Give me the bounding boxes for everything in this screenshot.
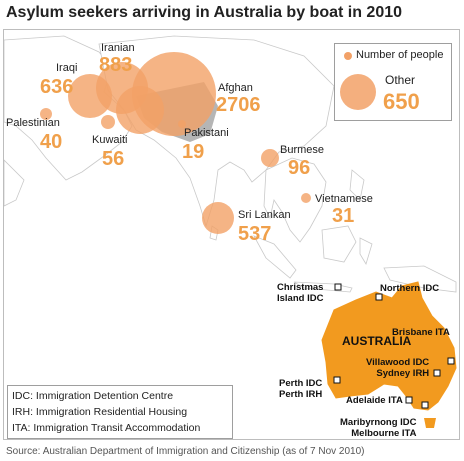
label-burmese: Burmese bbox=[280, 144, 325, 156]
bubble-kuwaiti bbox=[101, 115, 115, 129]
australia-landmass bbox=[321, 281, 457, 411]
legend-label: Number of people bbox=[356, 49, 444, 61]
adelaide-marker bbox=[405, 396, 413, 404]
key-idc: IDC: Immigration Detention Centre bbox=[12, 390, 174, 402]
facility-villawood-line1: Villawood IDC bbox=[366, 357, 430, 368]
christmas-island-marker bbox=[334, 283, 342, 291]
bubble-pakistani bbox=[178, 120, 186, 128]
facility-villawood-line2: Sydney IRH bbox=[376, 368, 430, 379]
label-sri-lankan: Sri Lankan bbox=[238, 209, 291, 221]
count-kuwaiti: 56 bbox=[102, 148, 125, 170]
facility-maribyrnong-line2: Melbourne ITA bbox=[351, 428, 417, 439]
landmass-philippines bbox=[349, 169, 365, 201]
facility-maribyrnong-melbourne: Maribyrnong IDC Melbourne ITA bbox=[340, 417, 417, 439]
map-frame: Iranian 883 Iraqi 636 Afghan 2706 Palest… bbox=[3, 29, 460, 440]
label-afghan: Afghan bbox=[218, 82, 253, 94]
legend-dot-icon bbox=[344, 52, 352, 60]
count-palestinian: 40 bbox=[40, 131, 63, 153]
facility-villawood-sydney: Villawood IDC Sydney IRH bbox=[366, 357, 429, 379]
source-note: Source: Australian Department of Immigra… bbox=[6, 446, 365, 457]
abbreviation-key: IDC: Immigration Detention Centre IRH: I… bbox=[7, 385, 233, 439]
map-legend: Number of people Other 650 bbox=[334, 43, 452, 121]
perth-marker bbox=[333, 376, 341, 384]
count-sri-lankan: 537 bbox=[238, 223, 272, 245]
label-vietnamese: Vietnamese bbox=[315, 193, 373, 205]
bubble-sri-lankan bbox=[202, 202, 234, 234]
bubble-burmese bbox=[261, 149, 279, 167]
facility-christmas-line1: Christmas bbox=[277, 282, 324, 293]
count-burmese: 96 bbox=[288, 157, 311, 179]
legend-other-value: 650 bbox=[383, 89, 420, 114]
count-pakistani: 19 bbox=[182, 141, 205, 163]
facility-perth: Perth IDC Perth IRH bbox=[279, 378, 322, 400]
northern-idc-marker bbox=[375, 293, 383, 301]
label-iraqi: Iraqi bbox=[56, 62, 78, 74]
bubble-palestinian bbox=[40, 108, 52, 120]
facility-maribyrnong-line1: Maribyrnong IDC bbox=[340, 417, 417, 428]
landmass-sumatra bbox=[253, 235, 297, 279]
label-palestinian: Palestinian bbox=[6, 117, 60, 129]
melbourne-marker bbox=[421, 401, 429, 409]
landmass-borneo bbox=[321, 225, 357, 263]
australia-label: AUSTRALIA bbox=[342, 334, 412, 348]
tasmania-landmass bbox=[424, 418, 436, 428]
key-irh: IRH: Immigration Residential Housing bbox=[12, 406, 188, 418]
facility-christmas-line2: Island IDC bbox=[277, 293, 324, 304]
landmass-africa-edge bbox=[4, 159, 25, 207]
count-iraqi: 636 bbox=[40, 76, 74, 98]
legend-bubble-icon bbox=[340, 74, 376, 110]
facility-perth-line2: Perth IRH bbox=[279, 389, 323, 400]
bubble-large-centre bbox=[116, 86, 164, 134]
landmass-new-guinea bbox=[383, 265, 457, 293]
key-ita: ITA: Immigration Transit Accommodation bbox=[12, 422, 201, 434]
villawood-sydney-marker bbox=[433, 369, 441, 377]
brisbane-ita-marker bbox=[447, 357, 455, 365]
label-kuwaiti: Kuwaiti bbox=[92, 134, 128, 146]
facility-christmas-island: Christmas Island IDC bbox=[277, 282, 323, 304]
facility-brisbane-ita: Brisbane ITA bbox=[392, 327, 450, 338]
count-vietnamese: 31 bbox=[332, 205, 355, 227]
legend-other-label: Other bbox=[385, 73, 416, 87]
facility-adelaide-ita: Adelaide ITA bbox=[346, 395, 403, 406]
label-pakistani: Pakistani bbox=[184, 127, 229, 139]
map-title: Asylum seekers arriving in Australia by … bbox=[6, 4, 403, 21]
base-map bbox=[4, 35, 457, 428]
landmass-sulawesi bbox=[359, 237, 373, 265]
bubble-iraqi bbox=[68, 74, 112, 118]
facility-perth-line1: Perth IDC bbox=[279, 378, 323, 389]
bubble-vietnamese bbox=[301, 193, 311, 203]
label-iranian: Iranian bbox=[101, 42, 135, 54]
landmass-indochina bbox=[263, 157, 327, 243]
count-iranian: 883 bbox=[99, 54, 133, 76]
facility-northern-idc: Northern IDC bbox=[380, 283, 440, 294]
count-afghan: 2706 bbox=[216, 94, 261, 116]
